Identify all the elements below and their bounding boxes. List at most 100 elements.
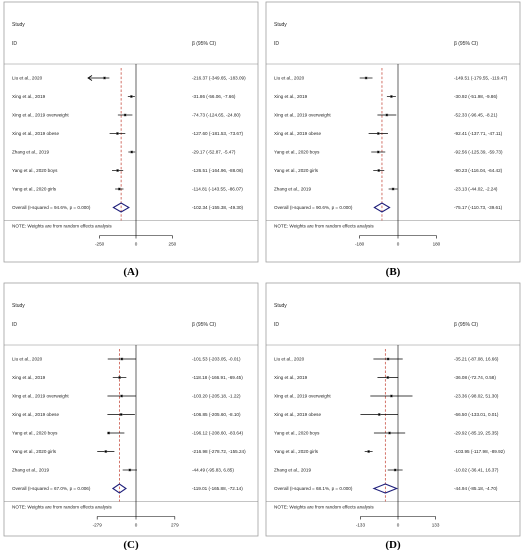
study-ci-value: -23.13 (-44.02, -2.24): [454, 187, 498, 192]
study-ci-value: -23.36 (-98.02, 51.30): [454, 394, 499, 399]
x-tick-label: 279: [171, 523, 179, 528]
study-label: Xing et al., 2019 obese: [12, 412, 59, 417]
weights-note: NOTE: Weights are from random effects an…: [12, 224, 112, 229]
study-ci-value: -216.37 (-349.65, -183.09): [192, 76, 246, 81]
x-tick-label: 180: [433, 242, 441, 247]
study-ci-value: -36.08 (-72.74, 0.58): [454, 375, 496, 380]
x-tick-label: 0: [397, 242, 400, 247]
study-label: Xing et al., 2019: [274, 94, 308, 99]
ci-clip-arrow: [87, 75, 93, 81]
study-ci-value: -31.86 (-56.06, -7.66): [192, 94, 236, 99]
study-point-estimate: [390, 95, 393, 98]
study-label: Xing et al., 2019 overweight: [274, 113, 331, 118]
study-label: Xing et al., 2019 obese: [274, 412, 321, 417]
study-ci-value: -66.50 (-133.01, 0.01): [454, 412, 499, 417]
x-tick-label: 250: [169, 242, 177, 247]
study-ci-value: -10.02 (-36.41, 16.37): [454, 468, 499, 473]
id-header: ID: [274, 41, 279, 47]
study-ci-value: -30.92 (-51.98, -9.86): [454, 94, 498, 99]
study-point-estimate: [367, 450, 370, 453]
study-point-estimate: [120, 358, 123, 360]
forest-panel-2: Study ID β (95% CI) Liu et al., 2020 -149.51…: [265, 1, 521, 263]
study-label: Yang et al., 2020 boys: [274, 150, 320, 155]
overall-label: Overall (I-squared = 67.0%, p = 0.006): [12, 486, 91, 491]
study-label: Xing et al., 2019: [12, 94, 46, 99]
x-tick-label: -133: [356, 523, 366, 528]
study-point-estimate: [377, 169, 380, 172]
study-ci-value: -90.23 (-116.04, -64.42): [454, 168, 503, 173]
id-header: ID: [12, 322, 17, 328]
overall-diamond: [112, 202, 130, 213]
study-point-estimate: [365, 77, 368, 79]
study-ci-value: -52.33 (-96.45, -8.21): [454, 113, 498, 118]
study-point-estimate: [103, 77, 106, 79]
study-ci-value: -101.53 (-203.05, -0.01): [192, 357, 241, 362]
overall-label: Overall (I-squared = 68.1%, p = 0.000): [274, 486, 353, 491]
x-tick-label: 0: [135, 523, 138, 528]
weights-note: NOTE: Weights are from random effects an…: [12, 505, 112, 510]
effect-header: β (95% CI): [192, 322, 216, 328]
x-tick-label: -250: [95, 242, 105, 247]
study-ci-value: -127.60 (-181.53, -73.67): [192, 131, 244, 136]
study-label: Liu et al., 2020: [274, 357, 305, 362]
study-point-estimate: [116, 132, 119, 135]
weights-note: NOTE: Weights are from random effects an…: [274, 505, 374, 510]
study-point-estimate: [118, 188, 121, 190]
study-ci-value: -29.92 (-85.19, 25.35): [454, 431, 499, 436]
panel-label: (C): [123, 539, 139, 550]
study-ci-value: -44.49 (-95.83, 6.85): [192, 468, 234, 473]
study-point-estimate: [118, 376, 121, 379]
panel-frame: [3, 1, 259, 263]
panel-frame: [265, 282, 521, 537]
overall-ci-value: -44.94 (-85.18, -4.70): [454, 486, 498, 491]
forest-panel-3: Study ID β (95% CI) Liu et al., 2020 -101.53…: [3, 282, 259, 537]
study-ci-value: -106.85 (-205.60, -8.10): [192, 412, 241, 417]
study-ci-value: -92.41 (-137.71, -47.11): [454, 131, 503, 136]
study-header: Study: [12, 303, 25, 309]
effect-header: β (95% CI): [192, 41, 216, 47]
study-point-estimate: [390, 395, 393, 397]
study-label: Zhang et al., 2019: [12, 150, 49, 155]
study-point-estimate: [392, 188, 395, 190]
study-label: Liu et al., 2020: [12, 76, 43, 81]
study-point-estimate: [120, 395, 123, 397]
id-header: ID: [274, 322, 279, 328]
study-label: Xing et al., 2019 overweight: [274, 394, 331, 399]
forest-panel-4: Study ID β (95% CI) Liu et al., 2020 -35.21 …: [265, 282, 521, 537]
study-label: Yang et al., 2020 boys: [12, 168, 58, 173]
study-point-estimate: [387, 358, 390, 360]
panel-label: (B): [386, 266, 401, 278]
study-ci-value: -35.21 (-87.08, 16.66): [454, 357, 499, 362]
panel-label: (D): [385, 539, 401, 550]
id-header: ID: [12, 41, 17, 47]
study-ci-value: -149.51 (-179.55, -119.47): [454, 76, 508, 81]
study-label: Yang et al., 2020 girls: [274, 168, 319, 173]
study-ci-value: -114.81 (-143.55, -86.07): [192, 187, 243, 192]
panel-frame: [3, 282, 259, 537]
x-tick-label: 0: [397, 523, 400, 528]
study-label: Xing et al., 2019 obese: [12, 131, 59, 136]
study-point-estimate: [104, 450, 107, 453]
study-label: Liu et al., 2020: [12, 357, 43, 362]
study-point-estimate: [130, 151, 133, 153]
study-point-estimate: [128, 469, 131, 471]
study-ci-value: -103.20 (-205.18, -1.22): [192, 394, 241, 399]
study-point-estimate: [388, 432, 391, 434]
study-ci-value: -103.95 (-117.98, -89.92): [454, 449, 505, 454]
weights-note: NOTE: Weights are from random effects an…: [274, 224, 374, 229]
study-header: Study: [274, 22, 287, 28]
x-tick-label: 133: [432, 523, 440, 528]
study-label: Yang et al., 2020 girls: [12, 187, 57, 192]
overall-diamond: [372, 483, 399, 494]
panel-frame: [265, 1, 521, 263]
study-point-estimate: [377, 151, 380, 153]
study-point-estimate: [124, 114, 127, 116]
forest-panel-1: Study ID β (95% CI) Liu et al., 2020 -216.37…: [3, 1, 259, 263]
study-label: Zhang et al., 2019: [274, 468, 311, 473]
x-tick-label: -279: [93, 523, 103, 528]
overall-ci-value: -119.01 (-165.88, -72.14): [192, 486, 243, 491]
study-ci-value: -216.98 (-278.72, -155.24): [192, 449, 246, 454]
study-label: Yang et al., 2020 boys: [12, 431, 58, 436]
